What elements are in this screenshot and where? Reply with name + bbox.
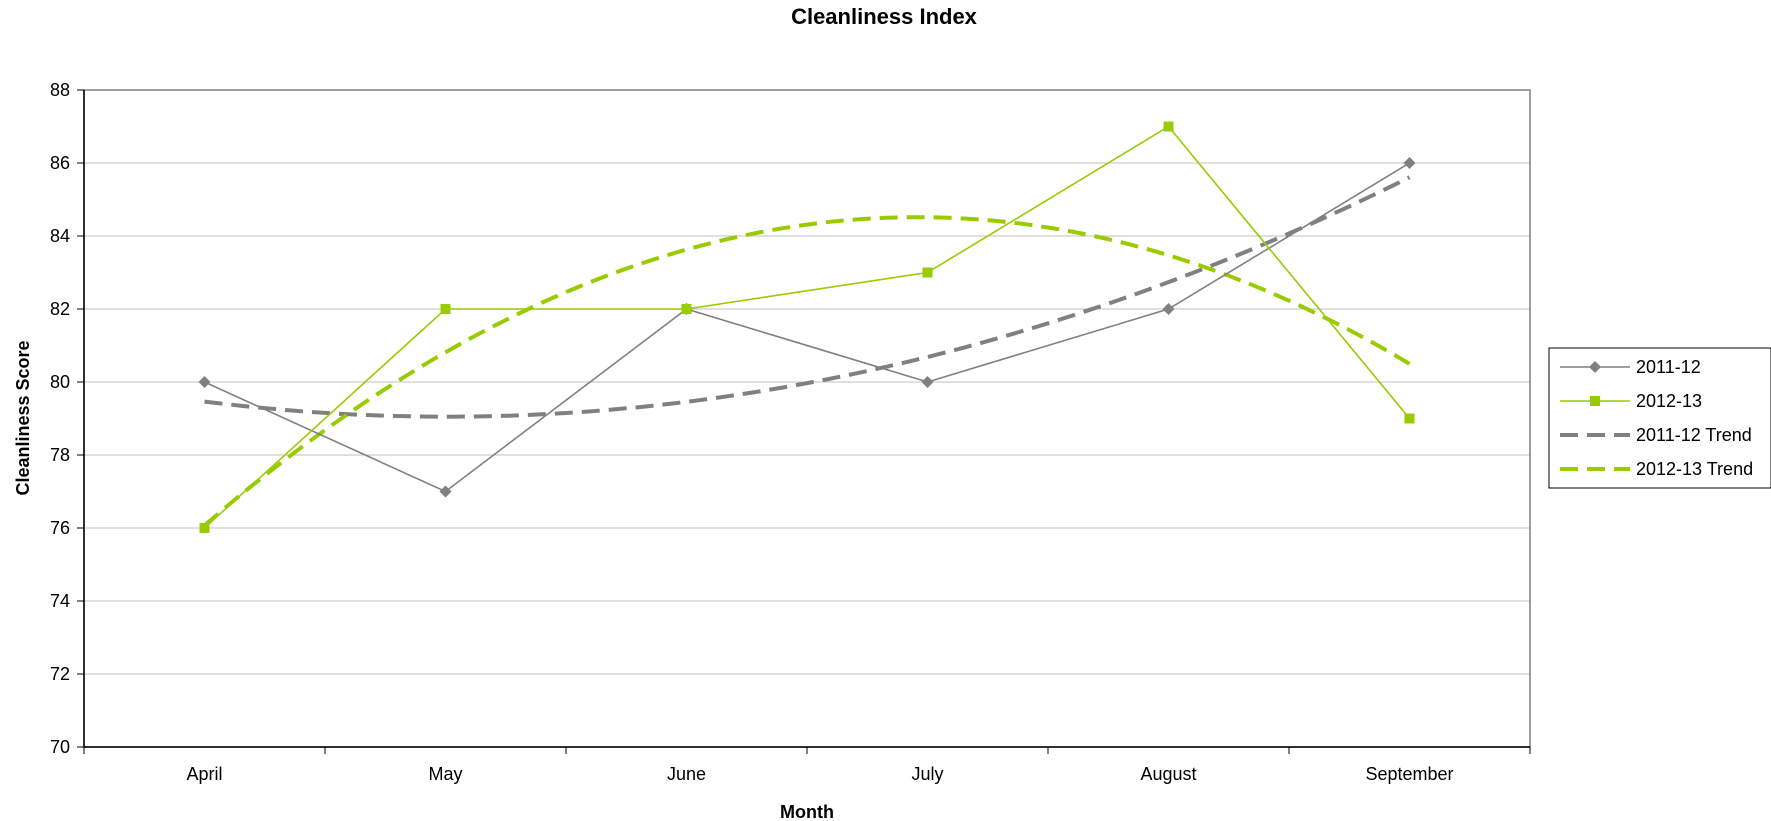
data-point <box>1162 303 1175 315</box>
y-axis-title: Cleanliness Score <box>13 340 33 495</box>
plot-area <box>83 89 1531 748</box>
legend-box <box>1548 347 1771 489</box>
series-line-2011-12 <box>204 162 1410 493</box>
legend-label: 2011-12 <box>1636 357 1701 377</box>
y-axis: 70 72 74 76 78 80 82 84 86 88 <box>50 80 84 757</box>
legend-label: 2012-13 <box>1636 391 1702 411</box>
data-point <box>198 376 211 388</box>
x-axis: April May June July August September <box>83 90 1531 784</box>
y-tick-label: 74 <box>50 591 70 611</box>
y-tick-label: 78 <box>50 445 70 465</box>
data-point <box>439 485 452 498</box>
data-point <box>921 376 934 388</box>
data-point <box>1403 157 1416 169</box>
data-point <box>922 267 933 278</box>
gridlines <box>84 162 1530 675</box>
data-point <box>681 304 692 314</box>
x-tick-label: April <box>186 764 222 784</box>
x-tick-label: July <box>911 764 943 784</box>
data-point <box>199 523 210 533</box>
x-tick-label: August <box>1140 764 1196 784</box>
series <box>198 121 1416 533</box>
y-tick-label: 76 <box>50 518 70 538</box>
y-tick-label: 80 <box>50 372 70 392</box>
legend-label: 2011-12 Trend <box>1636 425 1752 445</box>
y-tick-label: 86 <box>50 153 70 173</box>
y-tick-label: 88 <box>50 80 70 100</box>
trendline-2011-12 <box>204 175 1411 419</box>
data-point <box>1163 121 1174 132</box>
legend-marker <box>1590 396 1600 406</box>
y-tick-label: 72 <box>50 664 70 684</box>
data-point <box>1404 413 1415 424</box>
chart-title: Cleanliness Index <box>791 4 978 29</box>
y-tick-label: 82 <box>50 299 70 319</box>
legend-marker <box>1589 361 1601 373</box>
x-tick-label: September <box>1365 764 1453 784</box>
y-tick-label: 70 <box>50 737 70 757</box>
x-tick-label: June <box>667 764 706 784</box>
series-line-2012-13 <box>203 125 1411 529</box>
x-tick-label: May <box>428 764 462 784</box>
x-axis-title: Month <box>780 802 834 821</box>
y-tick-label: 84 <box>50 226 70 246</box>
legend-label: 2012-13 Trend <box>1636 459 1753 479</box>
legend: 2011-12 2012-13 2011-12 Trend 2012-13 Trend <box>1548 347 1771 489</box>
trendline-2012-13 <box>203 215 1411 527</box>
data-point <box>440 304 451 314</box>
